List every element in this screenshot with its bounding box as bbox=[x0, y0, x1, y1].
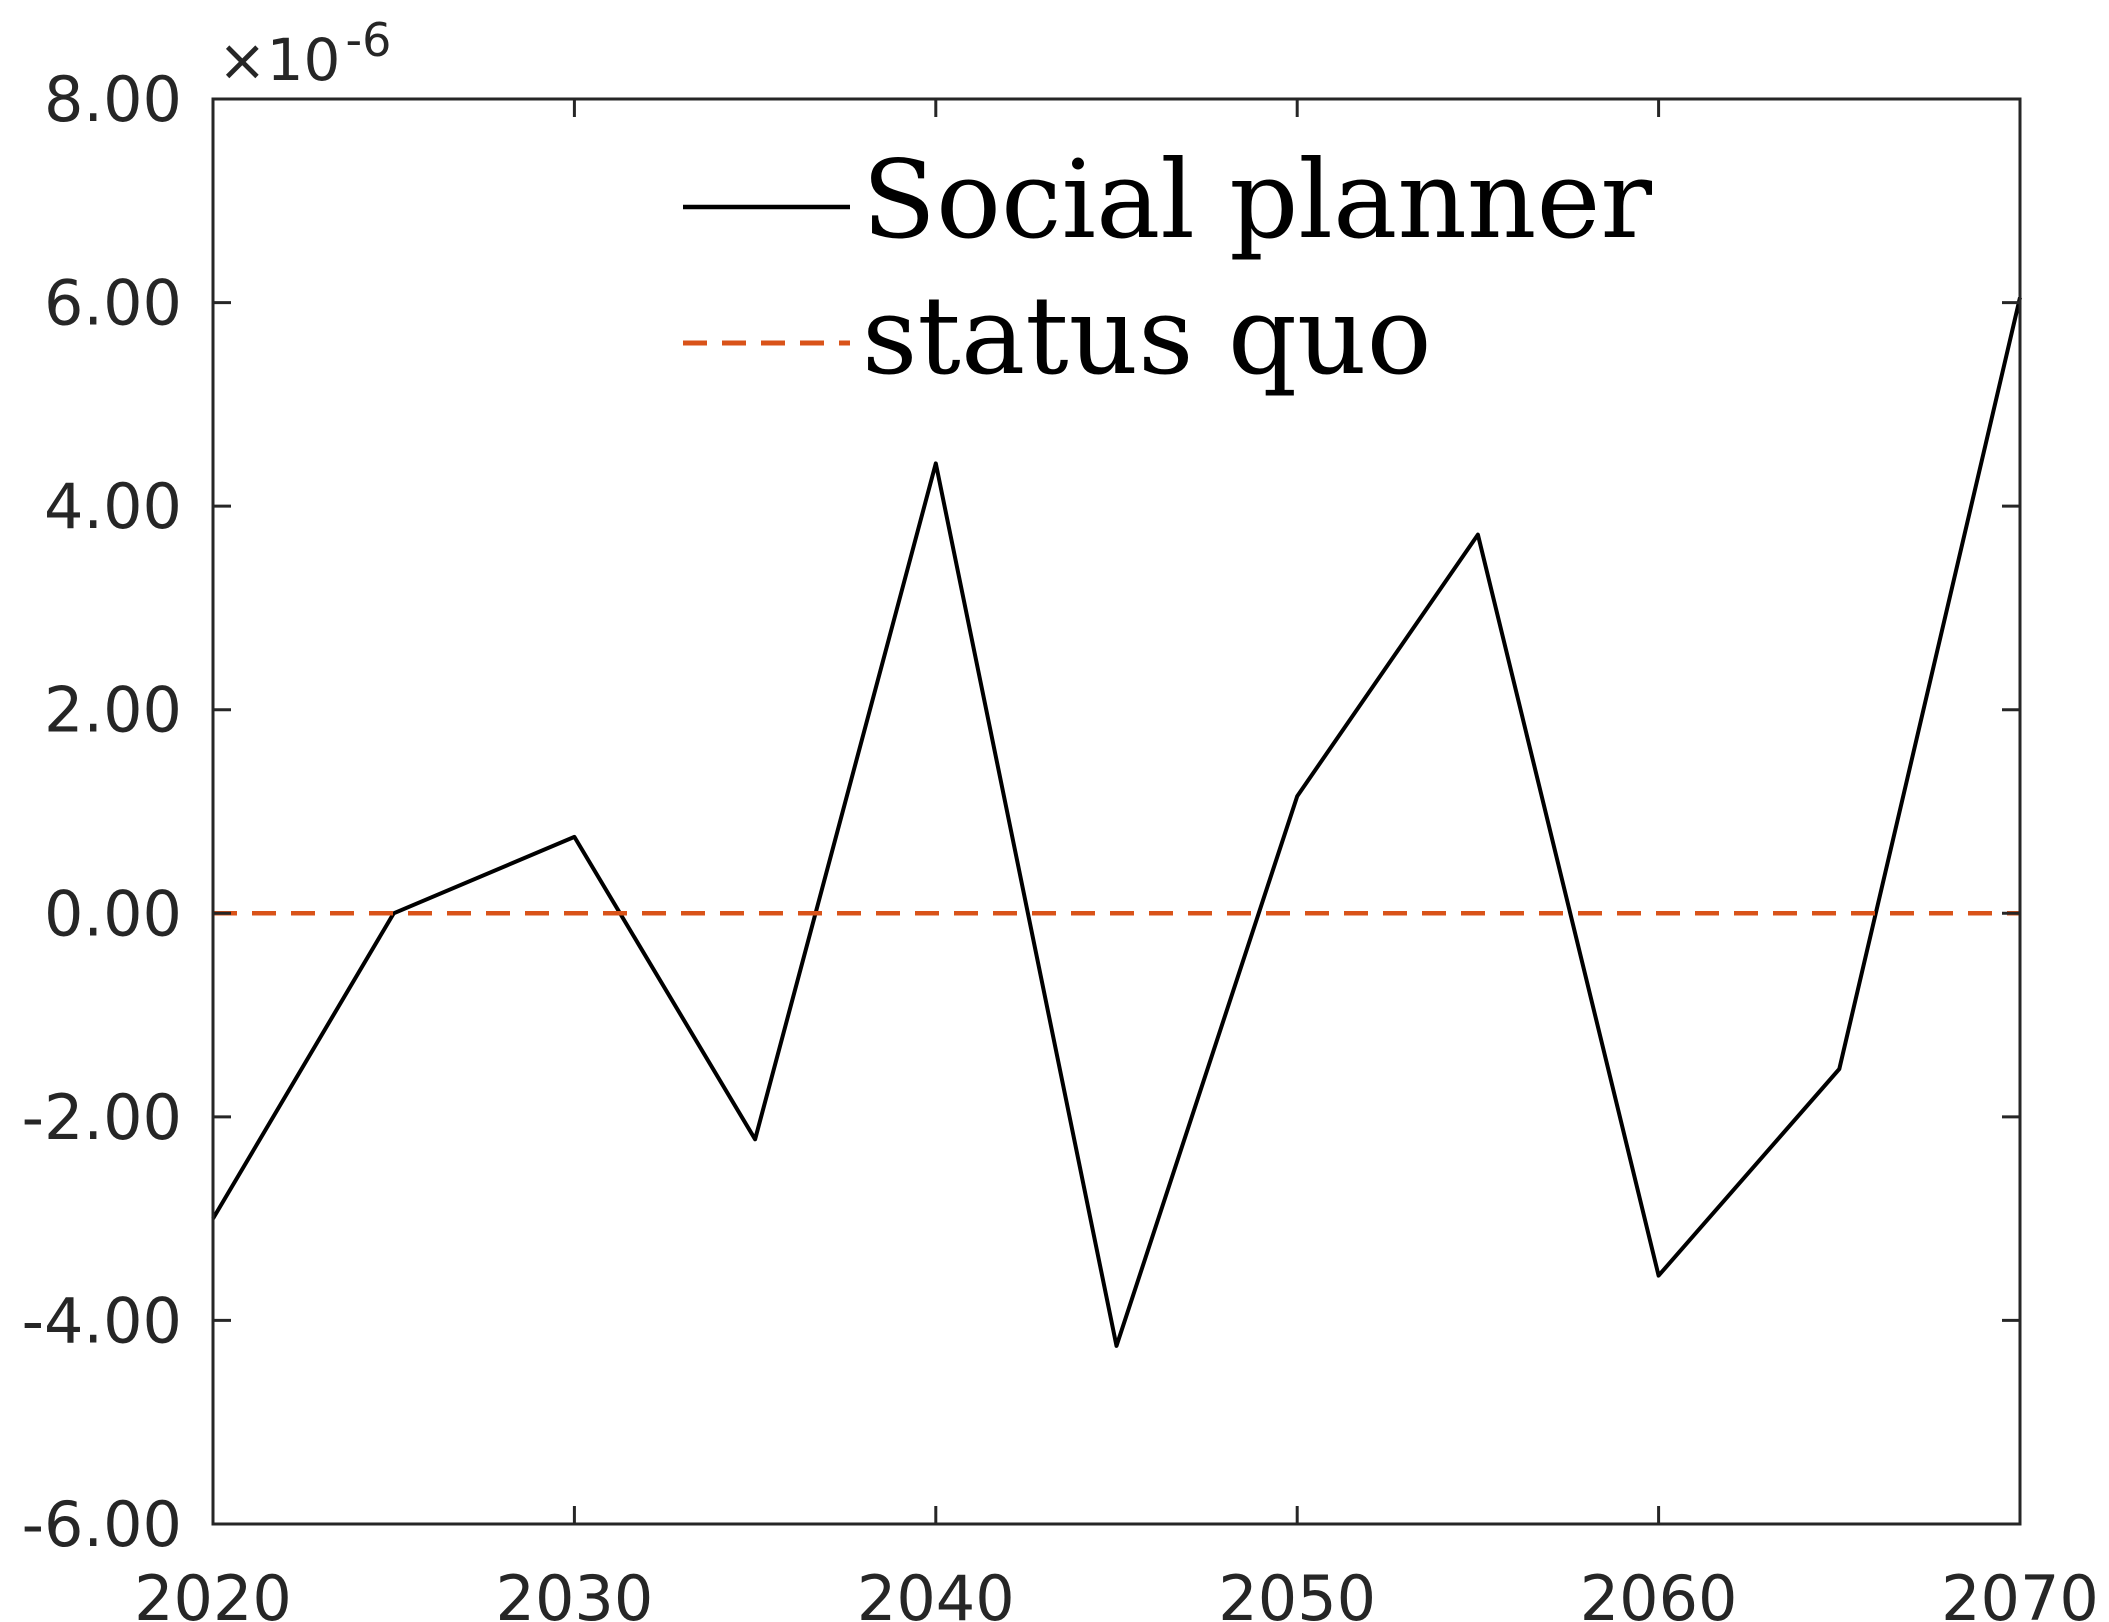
y-tick-label-4: 2.00 bbox=[44, 674, 182, 747]
y-tick-label-3: 0.00 bbox=[44, 877, 182, 950]
y-tick-label-0: -6.00 bbox=[22, 1488, 182, 1561]
y-tick-label-2: -2.00 bbox=[22, 1081, 182, 1154]
plot-data bbox=[211, 297, 2022, 1348]
series-line-0 bbox=[211, 297, 2022, 1348]
legend-label-1: status quo bbox=[862, 274, 1432, 399]
y-exponent-power: -6 bbox=[346, 13, 392, 67]
x-tick-label-2040: 2040 bbox=[857, 1562, 1015, 1622]
x-tick-label-2060: 2060 bbox=[1580, 1562, 1738, 1622]
axis-ticks bbox=[211, 97, 2022, 1526]
x-tick-label-2050: 2050 bbox=[1218, 1562, 1376, 1622]
y-tick-label-5: 4.00 bbox=[44, 470, 182, 543]
y-axis-exponent: ×10 -6 bbox=[218, 13, 391, 94]
x-tick-label-2020: 2020 bbox=[134, 1562, 292, 1622]
tick-labels: 2020 2030 2040 2050 2060 2070 -6.00 -4.00 -2.00 0… bbox=[22, 63, 2099, 1622]
y-exponent-base: ×10 bbox=[218, 26, 340, 94]
y-tick-label-7: 8.00 bbox=[44, 63, 182, 136]
axes-box bbox=[211, 97, 2022, 1526]
x-tick-label-2030: 2030 bbox=[496, 1562, 654, 1622]
y-tick-label-1: -4.00 bbox=[22, 1284, 182, 1357]
y-tick-label-6: 6.00 bbox=[44, 267, 182, 340]
x-tick-label-2070: 2070 bbox=[1941, 1562, 2099, 1622]
legend-label-0: Social planner bbox=[862, 138, 1652, 263]
